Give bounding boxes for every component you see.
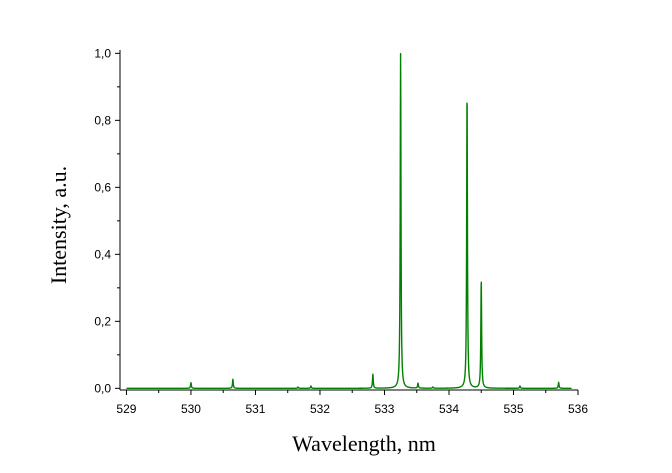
x-tick-label: 529 bbox=[116, 402, 136, 416]
y-tick-label: 0,0 bbox=[94, 381, 111, 395]
x-tick-label: 535 bbox=[503, 402, 523, 416]
x-axis-title: Wavelength, nm bbox=[292, 431, 436, 456]
x-tick-label: 532 bbox=[310, 402, 330, 416]
y-axis-title: Intensity, a.u. bbox=[46, 166, 71, 284]
y-tick-label: 0,4 bbox=[94, 247, 111, 261]
x-tick-label: 536 bbox=[568, 402, 588, 416]
y-tick-label: 0,8 bbox=[94, 113, 111, 127]
x-tick-label: 531 bbox=[245, 402, 265, 416]
spectrum-line bbox=[125, 52, 573, 390]
y-tick-label: 1,0 bbox=[94, 46, 111, 60]
y-tick-label: 0,6 bbox=[94, 180, 111, 194]
y-axis-ticks: 0,0 0,2 0,4 0,6 0,8 1,0 bbox=[94, 46, 120, 395]
x-tick-label: 533 bbox=[374, 402, 394, 416]
x-tick-label: 534 bbox=[439, 402, 459, 416]
x-axis-ticks: 529 530 531 532 533 534 535 536 bbox=[116, 390, 588, 416]
x-tick-label: 530 bbox=[181, 402, 201, 416]
y-tick-label: 0,2 bbox=[94, 314, 111, 328]
